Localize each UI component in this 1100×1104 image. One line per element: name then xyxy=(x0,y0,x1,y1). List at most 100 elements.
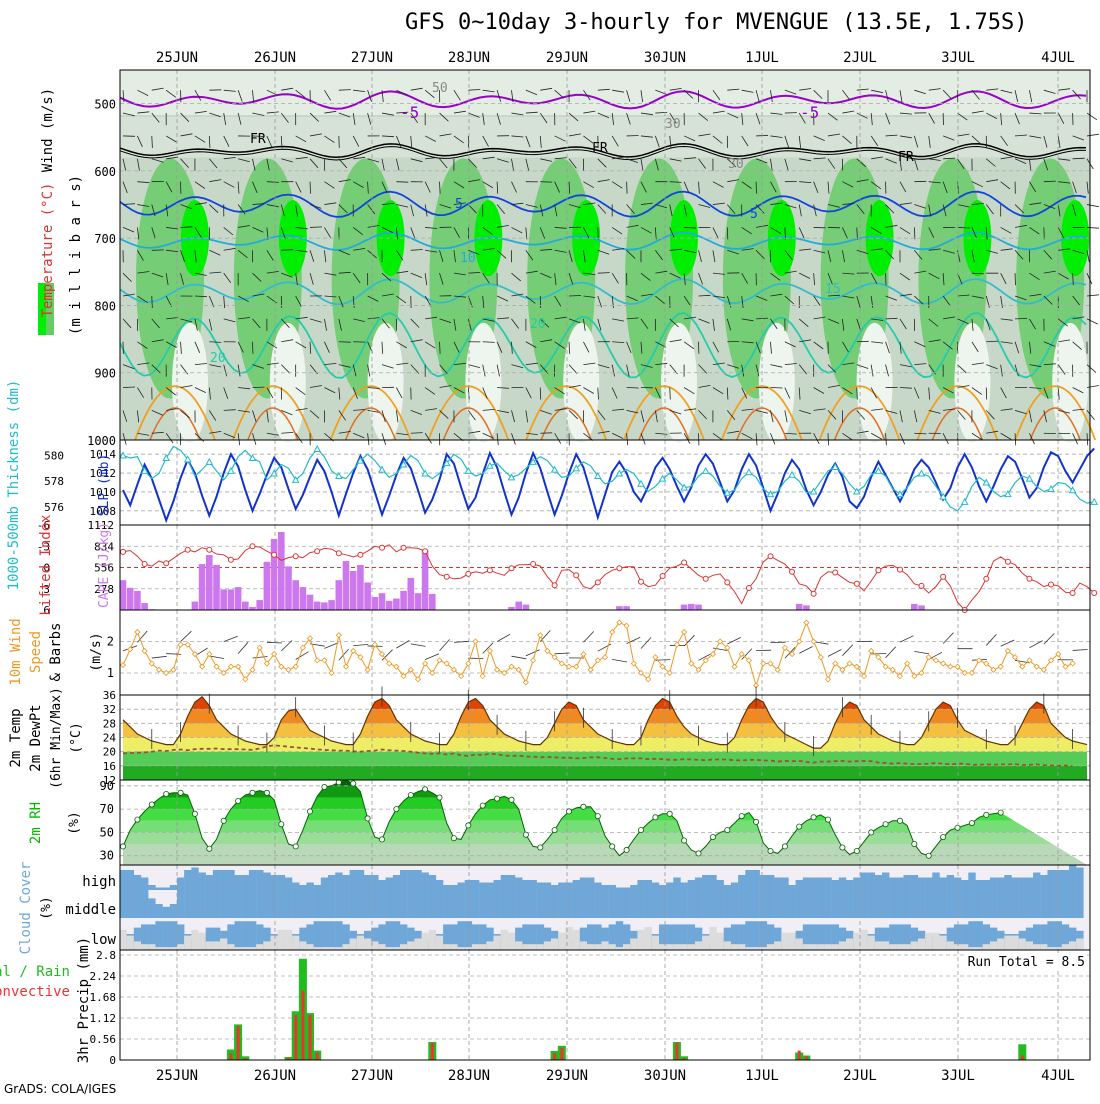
date-label-bottom: 29JUN xyxy=(546,1068,588,1084)
slp-axis-label: SLP (mb) xyxy=(97,454,112,517)
cloud-cell xyxy=(335,921,342,950)
cloud-low-clear xyxy=(717,933,724,950)
pressure-tick-label: 1000 xyxy=(87,434,116,448)
cloud-cell xyxy=(932,890,939,918)
cloud-cell xyxy=(321,921,328,950)
surface-wind-barb xyxy=(252,657,267,659)
date-label-bottom: 28JUN xyxy=(448,1068,490,1084)
cloud-low-clear xyxy=(443,944,450,950)
rh-marker xyxy=(279,822,284,827)
cloud-cell xyxy=(242,890,249,918)
temp-tick-label: 20 xyxy=(103,746,116,759)
cloud-cell xyxy=(443,885,450,890)
cloud-cell xyxy=(400,890,407,918)
cloud-cell xyxy=(997,890,1004,918)
cloud-low-clear xyxy=(832,944,839,950)
wind-speed-marker xyxy=(804,620,809,625)
cloud-middle-label: middle xyxy=(65,902,116,918)
cloud-cell xyxy=(256,870,263,890)
cloud-cell xyxy=(458,883,465,891)
rh-marker xyxy=(178,790,183,795)
li-marker xyxy=(854,581,859,586)
cloud-cell xyxy=(666,890,673,918)
wind-barb xyxy=(440,342,441,354)
cloud-cell xyxy=(573,880,580,890)
cloud-low-clear xyxy=(508,933,515,950)
cloud-cell xyxy=(817,890,824,918)
rh-marker xyxy=(480,803,485,808)
cape-bar xyxy=(681,605,688,610)
cloud-cell xyxy=(199,890,206,918)
cloud-cell xyxy=(558,883,565,891)
cloud-low-clear xyxy=(983,944,990,950)
rh-marker xyxy=(638,828,643,833)
cloud-cell xyxy=(731,890,738,918)
surface-wind-barb xyxy=(511,656,526,659)
cloud-cell xyxy=(350,870,357,890)
cloud-cell xyxy=(422,890,429,918)
wind-speed-marker xyxy=(178,642,183,647)
cloud-cell xyxy=(688,880,695,890)
precip-axis-label: 3hr Precip (mm) xyxy=(76,937,92,1063)
cloud-cell xyxy=(393,890,400,918)
rh-marker xyxy=(811,815,816,820)
rh-dry-core xyxy=(661,323,697,443)
cloud-cell xyxy=(645,890,652,918)
cape-bar xyxy=(192,602,199,610)
wind10m-unit-label: (m/s) xyxy=(89,632,104,671)
cloud-cell xyxy=(681,890,688,918)
rh-tick-label: 70 xyxy=(100,802,114,816)
cloud-cell xyxy=(127,890,134,918)
cloud-low-clear xyxy=(515,941,522,950)
cape-bar xyxy=(918,605,925,610)
cloud-cell xyxy=(688,890,695,918)
cloud-cell xyxy=(141,890,148,918)
temp-band xyxy=(120,766,1090,780)
li-marker xyxy=(531,562,536,567)
wind-speed-marker xyxy=(171,667,176,672)
cloud-low-clear xyxy=(422,933,429,950)
wind-speed-marker xyxy=(761,661,766,666)
wind-speed-marker xyxy=(315,658,320,663)
rh-marker xyxy=(610,844,615,849)
date-label-top: 27JUN xyxy=(351,50,393,66)
wind-barb xyxy=(727,227,728,239)
cloud-low-clear xyxy=(738,944,745,950)
rh-marker xyxy=(912,841,917,846)
thickness-tick-label: 576 xyxy=(44,501,64,514)
cloud-cell xyxy=(450,885,457,890)
cape-bar xyxy=(796,604,803,610)
cloud-cell xyxy=(551,890,558,918)
thickness-marker xyxy=(962,499,968,505)
cloud-cell xyxy=(170,921,177,950)
cloud-cell xyxy=(1069,865,1076,890)
rh-marker xyxy=(351,781,356,786)
cloud-low-clear xyxy=(191,930,198,950)
rh-marker xyxy=(408,793,413,798)
cloud-cell xyxy=(1012,890,1019,918)
cloud-cell xyxy=(458,921,465,950)
cloud-low-clear xyxy=(896,944,903,950)
cloud-low-clear xyxy=(537,944,544,950)
cloud-low-clear xyxy=(875,941,882,950)
rh2m-unit-label: (%) xyxy=(67,811,82,834)
cloud-cell xyxy=(853,890,860,918)
cloud-low-clear xyxy=(824,944,831,950)
cloud-low-clear xyxy=(630,939,637,951)
cloud-low-clear xyxy=(688,944,695,950)
cloud-cell xyxy=(328,890,335,918)
cloud-low-clear xyxy=(134,941,141,950)
wind-barb xyxy=(914,227,915,239)
li-marker xyxy=(164,561,169,566)
temp-band xyxy=(120,723,1090,737)
cloud-cell xyxy=(695,890,702,918)
cloud-cell xyxy=(724,885,731,890)
cloud-cell xyxy=(616,890,623,918)
cloud-cell xyxy=(386,878,393,891)
rh-dry-core xyxy=(368,323,404,443)
rh-tick-label: 30 xyxy=(100,849,114,863)
cloud-cell xyxy=(134,890,141,918)
precip-tick-label: 2.24 xyxy=(90,970,117,983)
cloud-cell xyxy=(961,890,968,918)
cloud-low-clear xyxy=(940,936,947,950)
